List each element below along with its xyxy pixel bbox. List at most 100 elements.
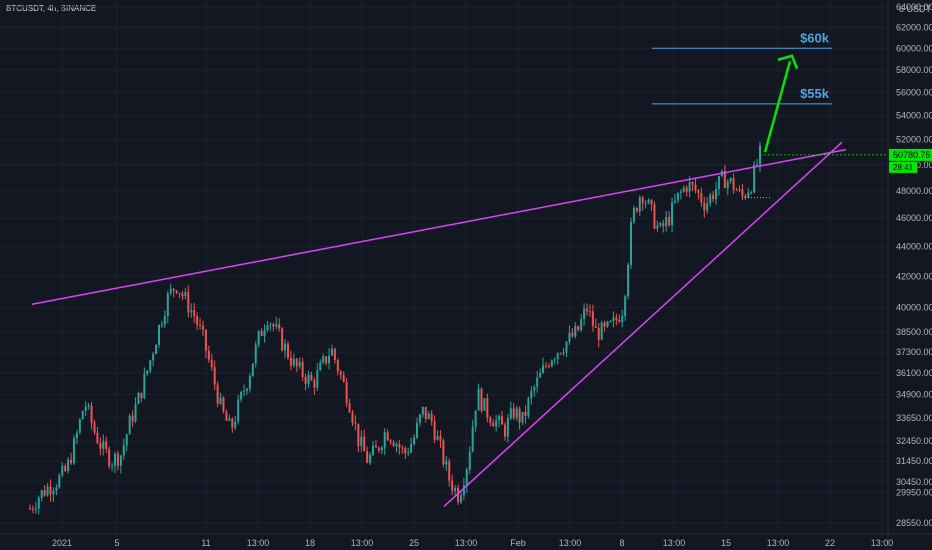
candle-body <box>316 370 319 388</box>
y-tick-label: 32450.00 <box>896 436 932 446</box>
candle-body <box>304 376 307 384</box>
candle-body <box>503 424 506 437</box>
candle-body <box>750 192 753 194</box>
currency-label: 6 USDT ⊙ <box>899 4 932 14</box>
candle-body <box>43 490 46 496</box>
y-tick-label: 30450.00 <box>896 477 932 487</box>
candle-body <box>128 415 131 435</box>
candle-body <box>40 490 43 498</box>
candle-body <box>61 465 64 476</box>
candle-body <box>322 356 325 363</box>
candle-body <box>93 423 96 433</box>
candle-body <box>389 440 392 443</box>
candle-body <box>421 406 424 415</box>
y-tick-label: 34900.00 <box>896 390 932 400</box>
y-tick-label: 64000.00 <box>896 2 932 12</box>
candle-body <box>521 411 524 423</box>
candle-body <box>260 331 263 337</box>
candle-body <box>140 392 143 399</box>
candle-body <box>398 444 401 448</box>
x-tick-label: 13:00 <box>559 538 582 548</box>
candle-body <box>635 207 638 212</box>
candle-body <box>372 445 375 455</box>
candle-body <box>31 508 34 510</box>
candle-body <box>407 452 410 454</box>
x-tick-label: 13:00 <box>663 538 686 548</box>
candle-body <box>430 413 433 422</box>
y-tick-label: 33650.00 <box>896 413 932 423</box>
candle-body <box>574 326 577 337</box>
x-tick-label: 15 <box>721 538 731 548</box>
candle-body <box>673 200 676 203</box>
candle-body <box>328 355 331 364</box>
candle-body <box>190 310 193 313</box>
candle-body <box>486 398 489 418</box>
candle-body <box>512 408 515 418</box>
y-tick-label: 31450.00 <box>896 456 932 466</box>
candle-body <box>199 324 202 326</box>
x-tick-label: 5 <box>114 538 119 548</box>
candle-body <box>404 448 407 454</box>
countdown-text: 28:41 <box>893 163 914 172</box>
candle-body <box>559 353 562 355</box>
candle-body <box>114 453 117 466</box>
candle-body <box>410 444 413 453</box>
candle-body <box>366 451 369 463</box>
candle-body <box>360 436 363 446</box>
candle-body <box>609 321 612 323</box>
candle-body <box>612 317 615 322</box>
y-tick-label: 56000.00 <box>896 87 932 97</box>
candle-body <box>90 405 93 424</box>
candle-body <box>594 326 597 328</box>
candle-body <box>544 365 547 367</box>
candle-body <box>201 325 204 330</box>
candle-body <box>495 420 498 427</box>
candle-body <box>706 203 709 211</box>
candle-body <box>462 485 465 496</box>
candle-body <box>240 392 243 400</box>
x-tick-label: 13:00 <box>247 538 270 548</box>
candles <box>29 141 761 515</box>
candle-body <box>75 432 78 439</box>
candle-body <box>81 411 84 420</box>
y-tick-label: 29950.00 <box>896 487 932 497</box>
candle-body <box>122 445 125 456</box>
last-price-tag <box>889 148 932 161</box>
candle-body <box>659 223 662 226</box>
target-level-label: $55k <box>800 86 830 101</box>
candle-body <box>717 176 720 190</box>
candle-body <box>105 441 108 449</box>
candle-body <box>618 319 621 323</box>
candle-body <box>533 386 536 391</box>
candle-body <box>254 344 257 364</box>
candle-body <box>418 414 421 423</box>
candle-body <box>744 195 747 198</box>
candle-body <box>187 292 190 313</box>
candle-body <box>536 377 539 387</box>
countdown-tag <box>889 161 917 173</box>
target-level-label: $60k <box>800 30 830 45</box>
candle-body <box>374 445 377 448</box>
candle-body <box>87 405 90 407</box>
candle-body <box>269 324 272 326</box>
candle-body <box>509 408 512 419</box>
candle-body <box>671 202 674 226</box>
candle-body <box>483 398 486 411</box>
candle-body <box>119 455 122 466</box>
candle-body <box>715 189 718 200</box>
candle-body <box>225 411 228 421</box>
candle-body <box>665 216 668 227</box>
y-tick-label: 46000.00 <box>896 213 932 223</box>
x-tick-label: 22 <box>825 538 835 548</box>
candle-body <box>588 311 591 313</box>
candle-body <box>351 412 354 423</box>
y-tick-label: 38500.00 <box>896 327 932 337</box>
candle-body <box>597 327 600 340</box>
candle-body <box>181 293 184 297</box>
candle-body <box>184 292 187 297</box>
candle-body <box>688 182 691 192</box>
candle-body <box>451 480 454 492</box>
candle-body <box>96 432 99 444</box>
candle-body <box>348 403 351 413</box>
